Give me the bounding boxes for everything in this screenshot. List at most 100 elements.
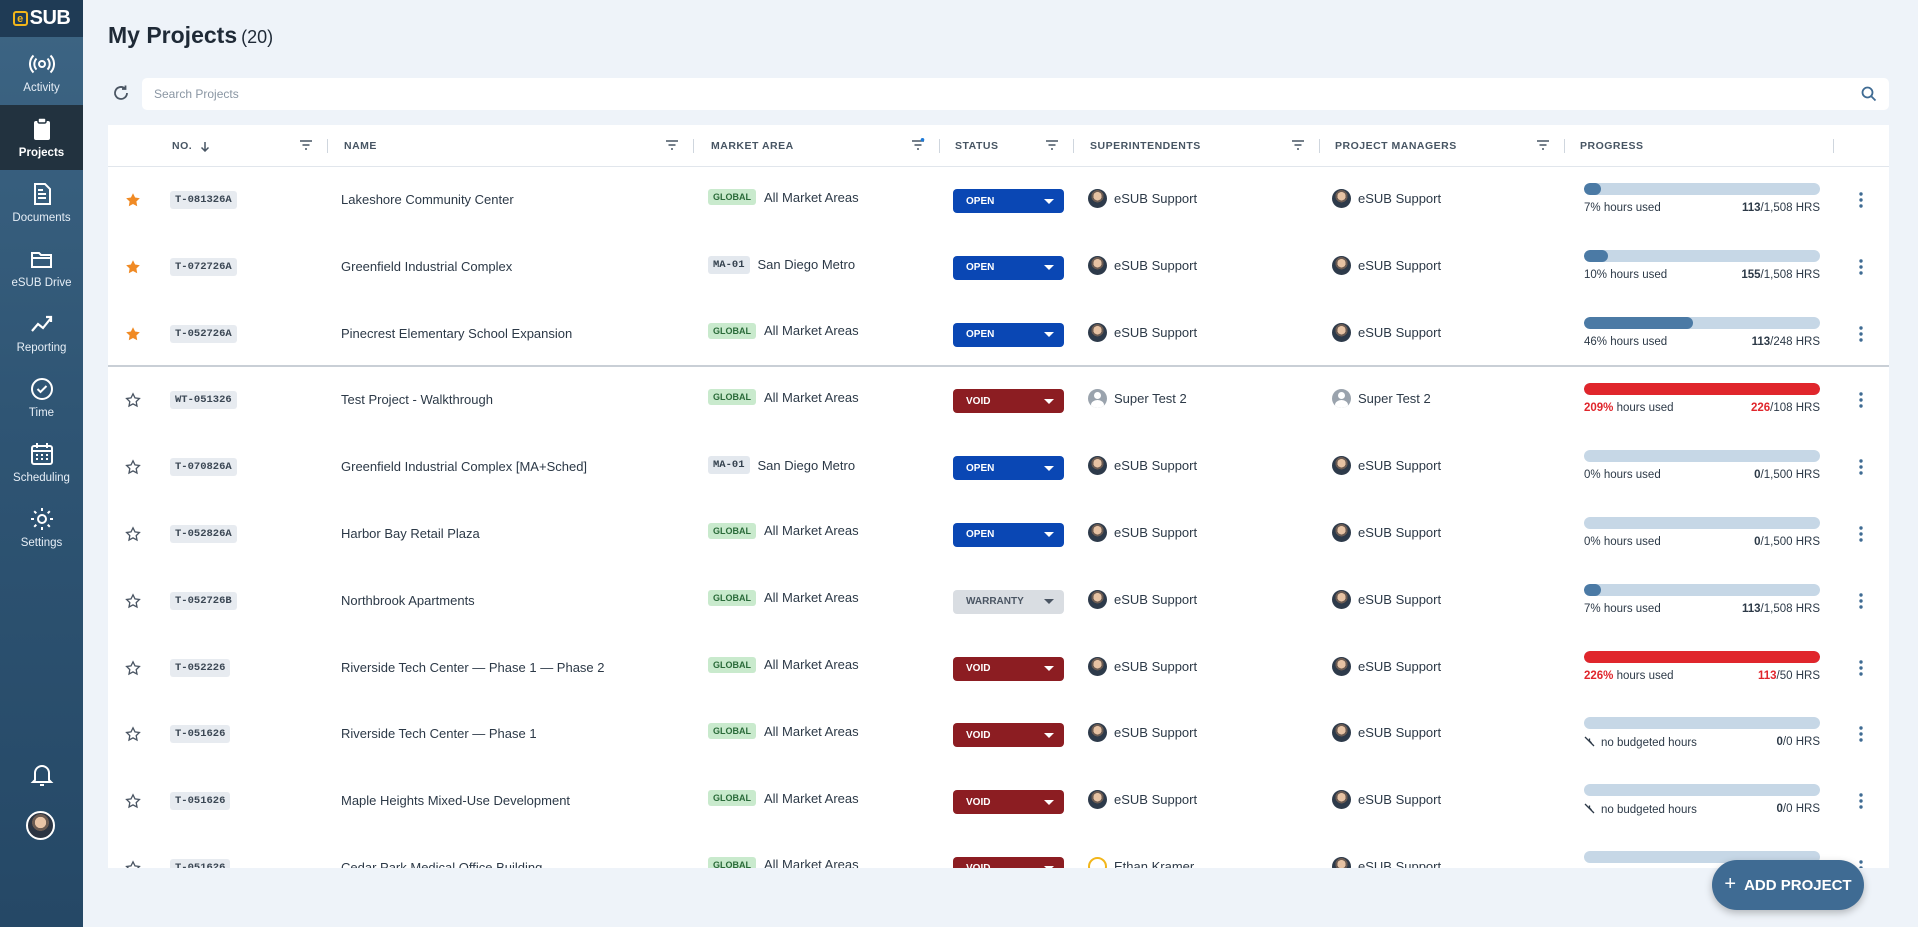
more-options-icon[interactable]	[1858, 859, 1864, 868]
filter-icon[interactable]	[299, 138, 313, 152]
more-options-icon[interactable]	[1858, 725, 1864, 743]
table-row[interactable]: T-052726B Northbrook Apartments GLOBAL Al…	[108, 568, 1889, 635]
col-header-name[interactable]: NAME	[344, 125, 377, 167]
sort-down-icon[interactable]	[200, 141, 210, 152]
project-name[interactable]: Lakeshore Community Center	[341, 192, 514, 207]
star-icon[interactable]	[125, 659, 141, 676]
status-dropdown[interactable]: OPEN	[953, 456, 1064, 481]
star-icon[interactable]	[125, 793, 141, 809]
esub-logo[interactable]: e SUB	[0, 0, 83, 37]
project-name[interactable]: Harbor Bay Retail Plaza	[341, 525, 480, 541]
nav-activity[interactable]: Activity	[0, 40, 83, 105]
project-name[interactable]: Northbrook Apartments	[341, 592, 475, 608]
status-label: VOID	[966, 863, 990, 868]
status-label: VOID	[966, 729, 991, 741]
table-row[interactable]: WT-051326 Test Project - Walkthrough GLO…	[108, 367, 1889, 434]
hours-budget: /248 HRS	[1770, 335, 1820, 348]
more-options-icon[interactable]	[1858, 792, 1864, 810]
table-row[interactable]: T-052226 Riverside Tech Center — Phase 1…	[108, 635, 1889, 702]
status-dropdown[interactable]: WARRANTY	[953, 589, 1064, 614]
more-options-icon[interactable]	[1858, 258, 1864, 276]
status-dropdown[interactable]: VOID	[953, 856, 1064, 868]
superintendent-name: eSUB Support	[1114, 658, 1198, 674]
nav-reporting[interactable]: Reporting	[0, 300, 83, 365]
nav-settings[interactable]: Settings	[0, 495, 83, 560]
col-header-no[interactable]: NO.	[172, 125, 210, 167]
table-row[interactable]: T-052726A Pinecrest Elementary School Ex…	[108, 301, 1889, 368]
col-header-progress[interactable]: PROGRESS	[1580, 125, 1644, 167]
market-area: GLOBAL All Market Areas	[708, 856, 859, 868]
project-name[interactable]: Riverside Tech Center — Phase 1 — Phase …	[341, 659, 605, 675]
project-name[interactable]: Cedar Park Medical Office Building	[341, 859, 543, 868]
nav-scheduling[interactable]: Scheduling	[0, 430, 83, 495]
notifications-button[interactable]	[0, 762, 83, 788]
hours-used: 226/108 HRS	[1751, 402, 1820, 414]
project-name[interactable]: Greenfield Industrial Complex [MA+Sched]	[341, 459, 588, 475]
star-filled-icon[interactable]	[125, 326, 141, 342]
search-input[interactable]	[154, 87, 1861, 101]
status-dropdown[interactable]: VOID	[953, 656, 1064, 681]
status-dropdown[interactable]: OPEN	[953, 522, 1064, 547]
market-area: MA-01 San Diego Metro	[708, 255, 855, 274]
filter-icon[interactable]	[1291, 138, 1305, 152]
table-row[interactable]: T-051626 Cedar Park Medical Office Build…	[108, 835, 1889, 868]
nav-esub-drive[interactable]: eSUB Drive	[0, 235, 83, 300]
refresh-icon[interactable]	[112, 84, 130, 102]
search-icon[interactable]	[1861, 86, 1877, 102]
table-row[interactable]: T-070826A Greenfield Industrial Complex …	[108, 434, 1889, 501]
table-row[interactable]: T-081326A Lakeshore Community Center GLO…	[108, 167, 1889, 234]
project-name[interactable]: Test Project - Walkthrough	[341, 392, 493, 408]
star-icon[interactable]	[125, 392, 141, 408]
star-filled-icon[interactable]	[125, 192, 141, 208]
project-manager-name: eSUB Support	[1358, 658, 1442, 674]
star-icon[interactable]	[125, 860, 141, 868]
project-name[interactable]: Riverside Tech Center — Phase 1	[341, 726, 537, 742]
star-icon[interactable]	[125, 726, 141, 742]
nav-projects[interactable]: Projects	[0, 105, 83, 170]
progress-percent: 10%	[1584, 268, 1608, 281]
filter-icon[interactable]	[1045, 138, 1059, 152]
status-dropdown[interactable]: OPEN	[953, 189, 1064, 213]
more-options-icon[interactable]	[1858, 592, 1864, 610]
gear-icon	[30, 508, 53, 530]
table-row[interactable]: T-051626 Maple Heights Mixed-Use Develop…	[108, 768, 1889, 835]
more-options-icon[interactable]	[1858, 458, 1864, 476]
star-icon[interactable]	[125, 459, 141, 475]
progress-percent: 7%	[1584, 602, 1601, 615]
more-options-icon[interactable]	[1858, 191, 1864, 209]
hours-budget: /0 HRS	[1782, 736, 1820, 749]
status-dropdown[interactable]: VOID	[953, 389, 1064, 414]
progress-info: 7% hours used 113/1,508 HRS	[1584, 603, 1820, 615]
table-row[interactable]: T-051626 Riverside Tech Center — Phase 1…	[108, 701, 1889, 768]
progress-cell: 7% hours used 113/1,508 HRS	[1584, 183, 1820, 214]
table-row[interactable]: T-072726A Greenfield Industrial Complex …	[108, 234, 1889, 301]
star-filled-icon[interactable]	[125, 259, 141, 275]
avatar	[1332, 856, 1351, 868]
filter-icon[interactable]	[665, 138, 679, 152]
user-avatar[interactable]	[26, 811, 55, 840]
col-header-status[interactable]: STATUS	[955, 125, 998, 167]
star-icon[interactable]	[125, 593, 141, 609]
star-icon[interactable]	[125, 526, 141, 542]
col-header-market[interactable]: MARKET AREA	[711, 125, 794, 167]
project-name[interactable]: Maple Heights Mixed-Use Development	[341, 793, 571, 809]
add-project-button[interactable]: + ADD PROJECT	[1712, 860, 1864, 910]
status-dropdown[interactable]: OPEN	[953, 322, 1064, 347]
project-name[interactable]: Pinecrest Elementary School Expansion	[341, 325, 573, 341]
more-options-icon[interactable]	[1858, 659, 1864, 677]
col-header-superintendents[interactable]: SUPERINTENDENTS	[1090, 125, 1201, 167]
more-options-icon[interactable]	[1858, 391, 1864, 409]
more-options-icon[interactable]	[1858, 325, 1864, 343]
table-row[interactable]: T-052826A Harbor Bay Retail Plaza GLOBAL…	[108, 501, 1889, 568]
more-options-icon[interactable]	[1858, 525, 1864, 543]
status-dropdown[interactable]: VOID	[953, 723, 1064, 748]
status-dropdown[interactable]: OPEN	[953, 255, 1064, 280]
status-dropdown[interactable]: VOID	[953, 790, 1064, 815]
nav-time[interactable]: Time	[0, 365, 83, 430]
filter-active-icon[interactable]	[911, 138, 925, 152]
filter-icon[interactable]	[1536, 138, 1550, 152]
project-name[interactable]: Greenfield Industrial Complex	[341, 258, 513, 274]
table-body: T-081326A Lakeshore Community Center GLO…	[108, 167, 1889, 868]
nav-documents[interactable]: Documents	[0, 170, 83, 235]
col-header-project-managers[interactable]: PROJECT MANAGERS	[1335, 125, 1457, 167]
